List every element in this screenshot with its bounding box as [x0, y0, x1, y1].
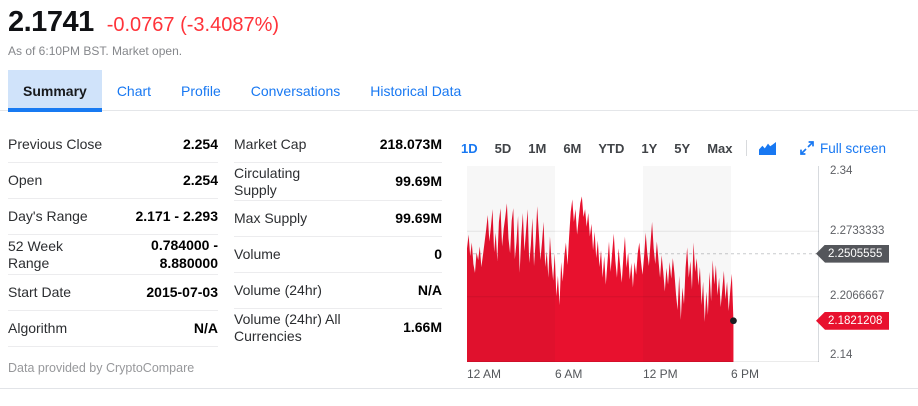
range-button-5y[interactable]: 5Y	[674, 140, 691, 156]
stat-value: 1.66M	[403, 318, 442, 335]
range-button-max[interactable]: Max	[707, 140, 733, 156]
stat-label: Start Date	[8, 284, 72, 301]
y-axis-tick: 2.2066667	[830, 290, 885, 303]
previous-close-tag: 2.2505555	[816, 244, 890, 263]
range-button-1m[interactable]: 1M	[528, 140, 547, 156]
table-row: Volume (24hr) N/A	[234, 273, 442, 310]
stat-label: Max Supply	[234, 210, 308, 227]
table-row: Previous Close 2.254	[8, 127, 218, 163]
tab-summary[interactable]: Summary	[8, 70, 102, 112]
quote-statistics: Previous Close 2.254 Open 2.254 Day's Ra…	[8, 127, 442, 375]
table-row: Max Supply 99.69M	[234, 201, 442, 238]
area-chart-icon	[759, 141, 777, 155]
range-button-1y[interactable]: 1Y	[641, 140, 658, 156]
table-row: 52 Week Range 0.784000 - 8.880000	[8, 235, 218, 275]
quote-table-left: Previous Close 2.254 Open 2.254 Day's Ra…	[8, 127, 218, 375]
stat-value: 218.073M	[379, 135, 442, 152]
tab-profile[interactable]: Profile	[181, 82, 221, 99]
table-row: Algorithm N/A	[8, 311, 218, 347]
stat-label: Algorithm	[8, 320, 68, 337]
stat-label: Previous Close	[8, 136, 103, 153]
stat-value: 2.254	[182, 135, 218, 152]
chart-x-axis: 12 AM 6 AM 12 PM 6 PM	[467, 367, 819, 383]
stat-label: Open	[8, 172, 43, 189]
stat-label: Market Cap	[234, 136, 307, 153]
fullscreen-icon	[800, 141, 814, 155]
quote-table-mid: Market Cap 218.073M Circulating Supply 9…	[234, 127, 442, 375]
fullscreen-button[interactable]: Full screen	[800, 141, 886, 156]
as-of-timestamp: As of 6:10PM BST. Market open.	[8, 44, 183, 58]
table-row: Market Cap 218.073M	[234, 127, 442, 163]
fullscreen-label: Full screen	[819, 140, 886, 156]
chart-y-axis: 2.34 2.2733333 2.2066667 2.14 2.2505555 …	[816, 165, 918, 362]
y-axis-tick: 2.2733333	[830, 224, 885, 237]
stat-label: Day's Range	[8, 208, 88, 225]
stat-value: 2015-07-03	[146, 283, 218, 300]
stat-value: 2.171 - 2.293	[135, 207, 218, 224]
area-chart-type-button[interactable]	[759, 141, 777, 155]
tab-conversations[interactable]: Conversations	[250, 82, 341, 99]
stat-label: Circulating Supply	[234, 165, 301, 198]
current-price: 2.1741	[8, 6, 94, 38]
x-axis-tick: 6 PM	[731, 367, 760, 381]
stat-label: 52 Week Range	[8, 237, 63, 271]
intraday-chart-section: 1D 5D 1M 6M YTD 1Y 5Y Max Full screen	[455, 127, 918, 388]
section-divider	[0, 388, 918, 389]
table-row: Circulating Supply 99.69M	[234, 163, 442, 202]
table-row: Volume (24hr) All Currencies 1.66M	[234, 309, 442, 346]
table-row: Volume 0	[234, 237, 442, 274]
price-change: -0.0767 (-3.4087%)	[106, 14, 280, 36]
table-row: Start Date 2015-07-03	[8, 275, 218, 311]
stat-value: N/A	[417, 281, 442, 298]
chart-toolbar: 1D 5D 1M 6M YTD 1Y 5Y Max Full screen	[461, 138, 918, 158]
stat-value: 0	[434, 245, 442, 262]
y-axis-tick: 2.34	[830, 165, 853, 177]
tabbar: Summary Chart Profile Conversations Hist…	[0, 70, 918, 112]
y-axis-tick: 2.14	[830, 349, 853, 361]
stat-label: Volume (24hr) All Currencies	[234, 311, 341, 344]
tab-chart[interactable]: Chart	[116, 82, 152, 99]
x-axis-tick: 12 PM	[643, 367, 678, 381]
stat-value: N/A	[193, 319, 218, 336]
tab-historical-data[interactable]: Historical Data	[370, 82, 462, 99]
stat-value: 2.254	[182, 171, 218, 188]
stat-label: Volume	[234, 246, 281, 263]
range-button-1d[interactable]: 1D	[461, 140, 478, 156]
range-button-6m[interactable]: 6M	[563, 140, 582, 156]
x-axis-tick: 12 AM	[467, 367, 502, 381]
stat-value: 0.784000 - 8.880000	[151, 237, 218, 271]
range-button-5d[interactable]: 5D	[494, 140, 512, 156]
range-button-ytd[interactable]: YTD	[598, 140, 625, 156]
intraday-price-chart[interactable]	[467, 166, 819, 362]
x-axis-tick: 6 AM	[555, 367, 583, 381]
table-row: Day's Range 2.171 - 2.293	[8, 199, 218, 235]
intraday-area-svg	[467, 196, 819, 362]
quote-header: 2.1741 -0.0767 (-3.4087%) As of 6:10PM B…	[8, 6, 279, 58]
toolbar-divider	[746, 140, 748, 156]
stat-value: 99.69M	[395, 172, 442, 189]
current-price-tag: 2.1821208	[816, 311, 890, 330]
data-provider-note: Data provided by CryptoCompare	[8, 361, 195, 375]
table-row: Open 2.254	[8, 163, 218, 199]
stat-value: 99.69M	[395, 209, 442, 226]
stat-label: Volume (24hr)	[234, 282, 322, 299]
